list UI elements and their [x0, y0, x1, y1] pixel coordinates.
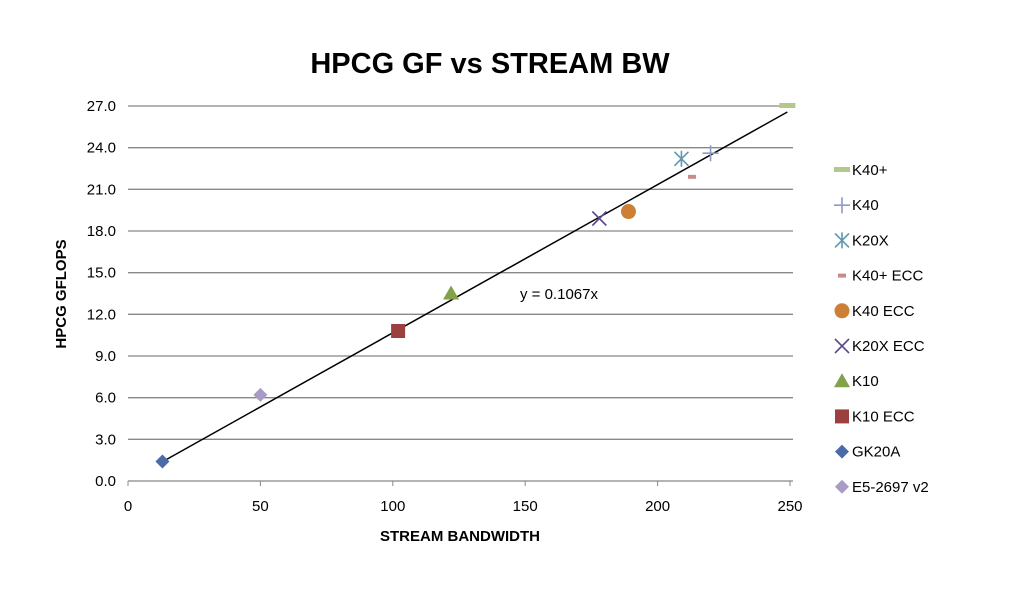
trendline-equation: y = 0.1067x — [520, 286, 598, 303]
data-point — [834, 373, 850, 388]
plus-marker — [834, 197, 850, 214]
dash-wide-marker — [779, 103, 796, 108]
y-tick-label: 0.0 — [95, 473, 116, 490]
data-point — [253, 387, 268, 402]
diamond-marker — [253, 387, 268, 402]
legend-item: K10 — [834, 373, 879, 390]
data-point — [391, 324, 406, 338]
x-tick-label: 200 — [645, 498, 670, 515]
y-tick-label: 9.0 — [95, 348, 116, 365]
y-tick-label: 12.0 — [87, 306, 116, 323]
square-marker — [391, 324, 406, 338]
circle-marker — [834, 303, 850, 319]
x-tick-label: 100 — [380, 498, 405, 515]
data-point — [834, 303, 850, 319]
trendline — [162, 111, 788, 463]
x-tick-label: 50 — [252, 498, 269, 515]
data-point — [835, 479, 849, 494]
legend-item: E5-2697 v2 — [835, 479, 929, 496]
legend-label: K40 ECC — [852, 303, 915, 320]
y-tick-label: 21.0 — [87, 181, 116, 198]
diamond-marker — [155, 454, 170, 469]
data-point — [779, 103, 796, 108]
legend-item: K20X ECC — [834, 338, 925, 355]
data-point — [688, 174, 697, 179]
legend-label: K10 ECC — [852, 408, 915, 425]
chart-title: HPCG GF vs STREAM BW — [310, 48, 670, 80]
y-tick-label: 24.0 — [87, 140, 116, 157]
y-tick-label: 18.0 — [87, 223, 116, 240]
dash-marker — [838, 273, 846, 278]
legend-item: K40+ — [834, 162, 888, 179]
data-point — [591, 210, 607, 227]
legend-label: GK20A — [852, 444, 900, 461]
y-tick-label: 6.0 — [95, 390, 116, 407]
legend-item: K40 — [834, 197, 879, 214]
data-point — [835, 409, 849, 424]
x-marker — [834, 338, 850, 354]
legend-item: K40 ECC — [834, 303, 915, 320]
dash-wide-marker — [834, 167, 850, 172]
legend-item: K40+ ECC — [838, 268, 923, 285]
data-point — [834, 197, 850, 214]
plus-marker — [702, 145, 719, 162]
data-point — [673, 150, 689, 167]
x-axis-label: STREAM BANDWIDTH — [380, 528, 540, 545]
star-marker — [673, 150, 689, 167]
legend-item: K10 ECC — [835, 408, 915, 425]
data-point — [835, 444, 849, 459]
data-point — [834, 167, 850, 172]
square-marker — [835, 409, 849, 424]
data-point — [702, 145, 719, 162]
dash-marker — [688, 174, 697, 179]
y-tick-label: 15.0 — [87, 265, 116, 282]
legend-item: K20X — [834, 232, 889, 249]
legend-label: K20X — [852, 232, 889, 249]
legend-label: E5-2697 v2 — [852, 479, 929, 496]
star-marker — [834, 232, 850, 249]
y-tick-label: 27.0 — [87, 98, 116, 115]
legend-item: GK20A — [835, 444, 900, 461]
triangle-marker — [834, 373, 850, 388]
legend-label: K40+ — [852, 162, 888, 179]
x-marker — [591, 210, 607, 227]
x-tick-label: 0 — [124, 498, 132, 515]
data-point — [155, 454, 170, 469]
data-point — [443, 285, 460, 300]
legend-label: K10 — [852, 373, 879, 390]
y-axis-label: HPCG GFLOPS — [53, 239, 70, 348]
x-tick-label: 250 — [777, 498, 802, 515]
data-point — [834, 232, 850, 249]
diamond-marker — [835, 479, 849, 494]
data-point — [620, 204, 636, 220]
legend-label: K20X ECC — [852, 338, 925, 355]
circle-marker — [620, 204, 636, 220]
data-point — [838, 273, 846, 278]
diamond-marker — [835, 444, 849, 459]
legend-label: K40 — [852, 197, 879, 214]
legend-label: K40+ ECC — [852, 268, 923, 285]
y-tick-label: 3.0 — [95, 431, 116, 448]
x-tick-label: 150 — [513, 498, 538, 515]
data-point — [834, 338, 850, 354]
triangle-marker — [443, 285, 460, 300]
